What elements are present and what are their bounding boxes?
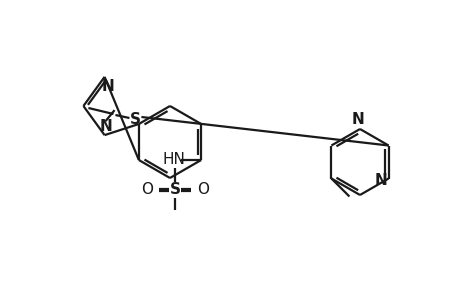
Text: N: N [99,118,112,134]
Text: N: N [101,80,114,94]
Text: O: O [197,182,209,197]
Text: HN: HN [162,152,185,166]
Text: O: O [141,182,153,197]
Text: S: S [129,112,140,127]
Text: N: N [373,173,386,188]
Text: S: S [169,182,180,197]
Text: N: N [351,112,364,127]
